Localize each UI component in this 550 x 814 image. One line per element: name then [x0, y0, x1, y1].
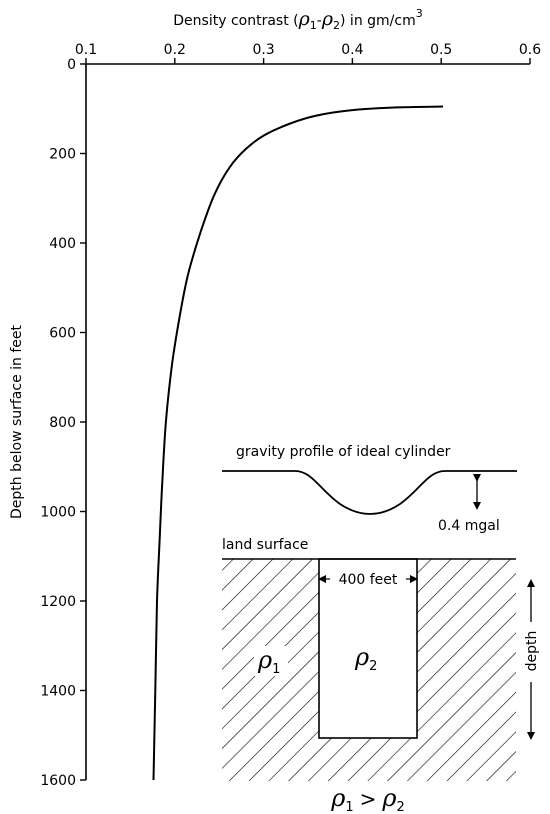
depth-label: depth [524, 631, 540, 672]
y-tick-label: 200 [49, 147, 76, 163]
gravity-profile-title: gravity profile of ideal cylinder [236, 444, 451, 460]
y-tick-label: 1600 [40, 773, 76, 789]
y-axis-label: Depth below surface in feet [9, 324, 25, 519]
land-surface-label: land surface [222, 537, 308, 553]
rho1-label-bg [254, 646, 288, 676]
y-tick-label: 400 [49, 236, 76, 252]
density-depth-curve [152, 105, 444, 781]
gravity-profile-inset: gravity profile of ideal cylinder 0.4 mg… [222, 444, 517, 534]
y-ticks: 0 200 400 600 800 1000 1200 1400 1600 [40, 57, 86, 789]
x-tick-label: 0.4 [341, 42, 363, 58]
x-tick-label: 0.6 [519, 42, 541, 58]
x-tick-label: 0.2 [164, 42, 186, 58]
x-ticks: 0.1 0.2 0.3 0.4 0.5 0.6 [75, 42, 541, 64]
width-label: 400 feet [339, 572, 398, 588]
width-label-bg [330, 570, 406, 588]
rho1-label: ρ1 [257, 646, 280, 677]
x-tick-label: 0.3 [252, 42, 274, 58]
gravity-profile-curve [222, 470, 517, 515]
y-tick-label: 600 [49, 326, 76, 342]
cylinder-cross-section: land surface 400 feet ρ1 ρ2 depth ρ1 > ρ2 [222, 537, 546, 814]
gravity-amplitude-label: 0.4 mgal [438, 518, 500, 534]
y-tick-label: 1000 [40, 505, 76, 521]
density-relation-label: ρ1 > ρ2 [330, 784, 405, 814]
y-tick-label: 1400 [40, 684, 76, 700]
cylinder-body [318, 558, 418, 739]
x-tick-label: 0.5 [430, 42, 452, 58]
y-tick-label: 800 [49, 415, 76, 431]
x-axis-label: Density contrast (ρ1-ρ2) in gm/cm3 [173, 7, 422, 32]
rho2-label: ρ2 [354, 643, 377, 674]
x-tick-label: 0.1 [75, 42, 97, 58]
y-tick-label: 1200 [40, 594, 76, 610]
y-tick-label: 0 [67, 57, 76, 73]
